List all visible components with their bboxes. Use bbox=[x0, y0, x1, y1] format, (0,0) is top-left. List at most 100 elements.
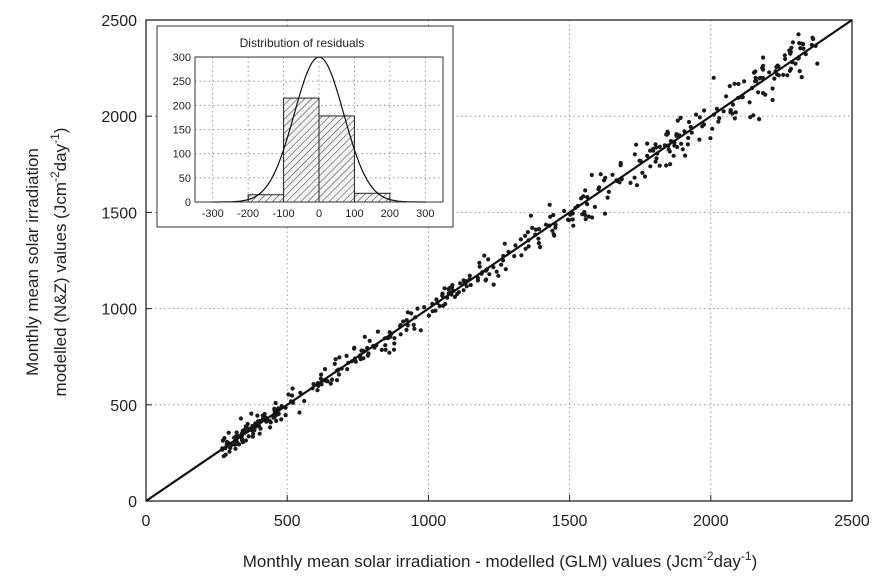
data-point bbox=[727, 84, 732, 89]
data-point bbox=[297, 410, 302, 415]
data-point bbox=[679, 141, 684, 146]
data-point bbox=[761, 55, 766, 60]
data-point bbox=[227, 449, 232, 454]
data-point bbox=[645, 153, 650, 158]
data-point bbox=[700, 124, 705, 129]
data-point bbox=[583, 217, 588, 222]
data-point bbox=[801, 46, 806, 51]
y-axis-exp2: -1 bbox=[48, 133, 62, 144]
data-point bbox=[226, 430, 231, 435]
data-point bbox=[333, 357, 338, 362]
data-point bbox=[238, 416, 243, 421]
data-point bbox=[361, 356, 366, 361]
data-point bbox=[657, 144, 662, 149]
y-axis-label-line2-text: modelled (N&Z) values (Jcm bbox=[51, 182, 70, 396]
data-point bbox=[605, 195, 610, 200]
data-point bbox=[716, 119, 721, 124]
data-point bbox=[322, 367, 328, 372]
y-tick-label: 2000 bbox=[101, 109, 137, 126]
inset-y-tick-label: 250 bbox=[173, 76, 191, 88]
data-point bbox=[526, 244, 531, 249]
data-point bbox=[785, 73, 790, 78]
data-point bbox=[418, 328, 423, 333]
data-point bbox=[415, 306, 420, 311]
data-point bbox=[702, 108, 707, 113]
data-point bbox=[234, 430, 239, 435]
data-point bbox=[697, 115, 703, 120]
data-point bbox=[412, 326, 417, 331]
data-point bbox=[456, 290, 461, 295]
data-point bbox=[645, 141, 650, 146]
inset-x-tick-label: 200 bbox=[381, 208, 399, 220]
data-point bbox=[302, 398, 307, 404]
data-point bbox=[392, 341, 397, 346]
data-point bbox=[815, 61, 820, 66]
x-tick-label: 2000 bbox=[693, 513, 729, 530]
data-point bbox=[675, 118, 680, 123]
data-point bbox=[772, 76, 777, 81]
data-point bbox=[717, 116, 722, 121]
data-point bbox=[273, 400, 278, 406]
inset-x-tick-label: -300 bbox=[202, 208, 224, 220]
data-point bbox=[748, 115, 753, 120]
x-tick-label: 1500 bbox=[552, 513, 588, 530]
data-point bbox=[249, 411, 254, 416]
data-point bbox=[686, 119, 692, 125]
data-point bbox=[583, 188, 588, 193]
data-point bbox=[730, 102, 736, 107]
data-point bbox=[411, 322, 416, 327]
y-axis-label-line1-text: Monthly mean solar irradiation bbox=[23, 148, 42, 376]
data-point bbox=[634, 183, 640, 188]
x-tick-label: 0 bbox=[142, 513, 151, 530]
data-point bbox=[290, 386, 295, 391]
data-point bbox=[579, 196, 584, 201]
data-point bbox=[315, 388, 320, 393]
inset-x-tick-label: 300 bbox=[416, 208, 434, 220]
data-point bbox=[653, 142, 658, 147]
data-point bbox=[548, 214, 553, 219]
data-point bbox=[391, 347, 397, 352]
data-point bbox=[589, 172, 594, 178]
data-point bbox=[634, 142, 639, 147]
data-point bbox=[345, 367, 350, 372]
data-point bbox=[240, 440, 245, 445]
data-point bbox=[770, 97, 775, 103]
data-point bbox=[547, 202, 552, 207]
data-point bbox=[279, 417, 284, 422]
data-point bbox=[477, 264, 482, 269]
data-point bbox=[283, 413, 288, 418]
data-point bbox=[708, 136, 713, 141]
data-point bbox=[751, 70, 757, 75]
data-point bbox=[797, 69, 802, 74]
data-point bbox=[567, 217, 572, 223]
data-point bbox=[502, 241, 507, 246]
data-point bbox=[274, 418, 279, 423]
inset-y-tick-label: 50 bbox=[179, 173, 191, 185]
data-point bbox=[449, 285, 454, 290]
data-point bbox=[640, 170, 645, 175]
data-point bbox=[536, 241, 542, 246]
x-axis-mid: day bbox=[714, 552, 742, 571]
data-point bbox=[499, 262, 504, 267]
data-point bbox=[761, 63, 766, 68]
data-point bbox=[562, 208, 567, 214]
data-point bbox=[404, 318, 409, 323]
data-point bbox=[483, 278, 488, 283]
data-point bbox=[430, 309, 435, 314]
data-point bbox=[617, 180, 622, 185]
data-point bbox=[290, 393, 295, 398]
data-point bbox=[267, 419, 272, 424]
data-point bbox=[538, 245, 543, 250]
data-point bbox=[751, 113, 756, 118]
y-tick-label: 1500 bbox=[101, 205, 137, 222]
data-point bbox=[536, 227, 542, 232]
data-point bbox=[530, 225, 535, 230]
data-point bbox=[437, 303, 442, 309]
histogram-bar bbox=[247, 194, 285, 203]
data-point bbox=[724, 94, 729, 99]
data-point bbox=[533, 227, 538, 232]
data-point bbox=[664, 132, 669, 137]
data-point bbox=[632, 175, 637, 180]
data-point bbox=[793, 61, 798, 66]
data-point bbox=[440, 291, 445, 296]
